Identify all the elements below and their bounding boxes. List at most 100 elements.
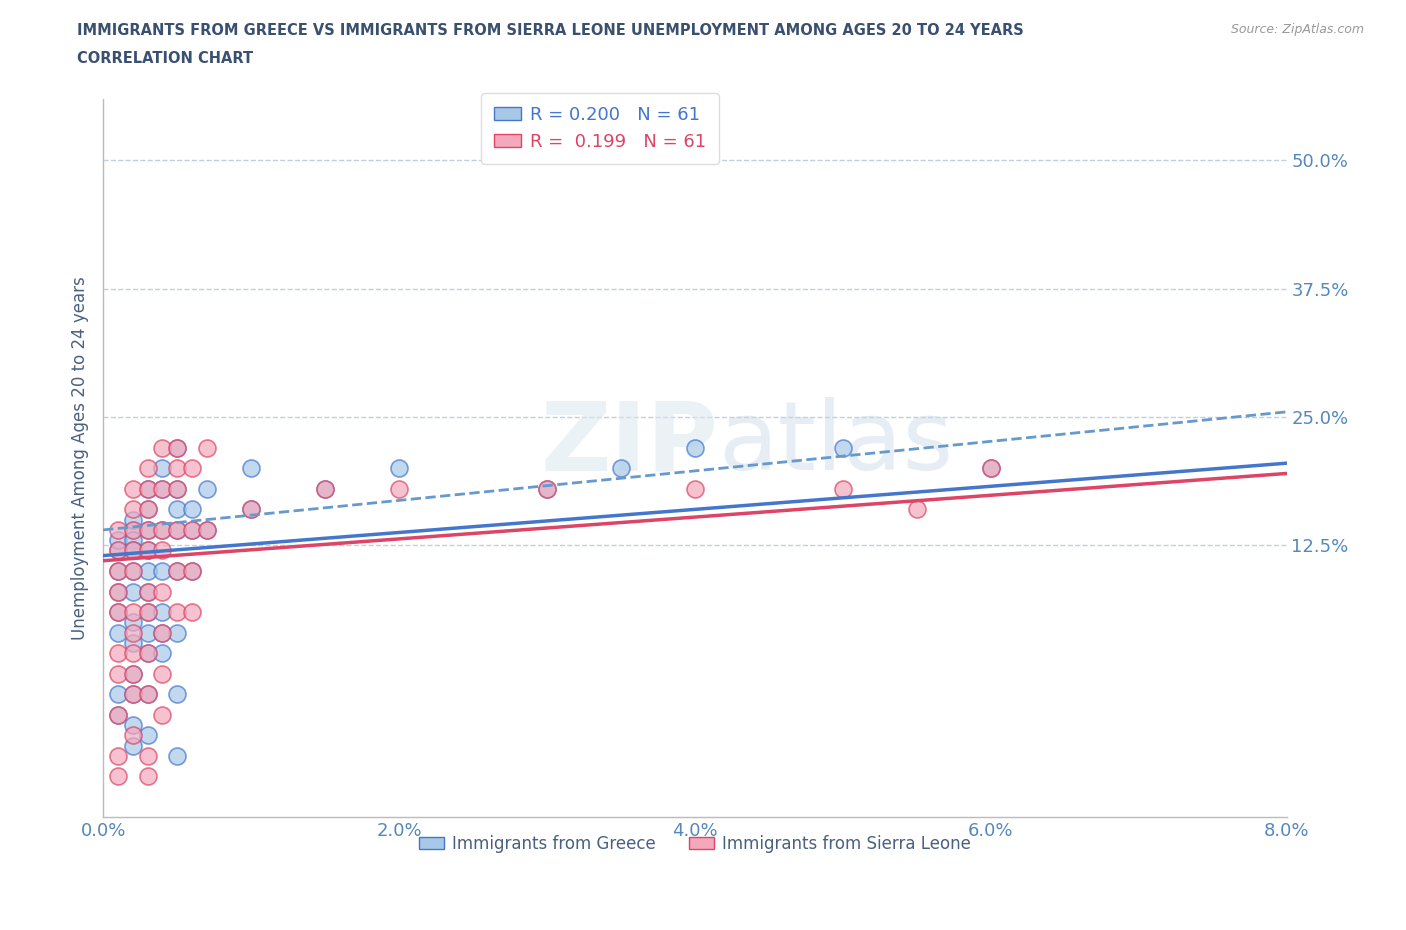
Point [683, 482, 706, 497]
Point [136, 645, 159, 660]
Point [121, 512, 143, 527]
Point [136, 686, 159, 701]
Point [107, 708, 129, 723]
Point [150, 440, 173, 455]
Point [107, 584, 129, 599]
Point [180, 523, 202, 538]
Point [536, 482, 558, 497]
Point [166, 625, 188, 640]
Point [121, 615, 143, 630]
Point [180, 523, 202, 538]
Point [107, 769, 129, 784]
Point [136, 584, 159, 599]
Point [121, 533, 143, 548]
Point [136, 502, 159, 517]
Point [180, 564, 202, 578]
Point [107, 564, 129, 578]
Point [166, 482, 188, 497]
Point [150, 645, 173, 660]
Point [136, 564, 159, 578]
Point [150, 523, 173, 538]
Point [166, 604, 188, 619]
Point [166, 686, 188, 701]
Point [121, 666, 143, 681]
Text: Source: ZipAtlas.com: Source: ZipAtlas.com [1230, 23, 1364, 36]
Point [180, 461, 202, 476]
Point [195, 523, 218, 538]
Point [314, 482, 336, 497]
Point [536, 482, 558, 497]
Point [150, 625, 173, 640]
Point [121, 645, 143, 660]
Point [136, 543, 159, 558]
Point [150, 461, 173, 476]
Text: atlas: atlas [718, 397, 953, 490]
Y-axis label: Unemployment Among Ages 20 to 24 years: Unemployment Among Ages 20 to 24 years [72, 276, 89, 640]
Point [136, 749, 159, 764]
Point [195, 523, 218, 538]
Point [150, 584, 173, 599]
Point [136, 523, 159, 538]
Point [166, 461, 188, 476]
Point [610, 461, 633, 476]
Point [121, 482, 143, 497]
Point [136, 482, 159, 497]
Point [121, 543, 143, 558]
Point [121, 635, 143, 650]
Point [136, 461, 159, 476]
Point [166, 440, 188, 455]
Point [136, 625, 159, 640]
Point [240, 461, 263, 476]
Point [180, 564, 202, 578]
Point [121, 523, 143, 538]
Point [166, 440, 188, 455]
Point [121, 718, 143, 733]
Point [150, 564, 173, 578]
Point [107, 604, 129, 619]
Point [136, 604, 159, 619]
Point [240, 502, 263, 517]
Point [388, 461, 411, 476]
Point [166, 502, 188, 517]
Point [150, 543, 173, 558]
Point [136, 769, 159, 784]
Text: IMMIGRANTS FROM GREECE VS IMMIGRANTS FROM SIERRA LEONE UNEMPLOYMENT AMONG AGES 2: IMMIGRANTS FROM GREECE VS IMMIGRANTS FRO… [77, 23, 1024, 38]
Point [166, 564, 188, 578]
Point [136, 502, 159, 517]
Point [136, 523, 159, 538]
Point [136, 482, 159, 497]
Point [905, 502, 928, 517]
Text: CORRELATION CHART: CORRELATION CHART [77, 51, 253, 66]
Point [314, 482, 336, 497]
Point [107, 533, 129, 548]
Point [107, 543, 129, 558]
Point [180, 604, 202, 619]
Point [166, 523, 188, 538]
Point [121, 625, 143, 640]
Point [121, 686, 143, 701]
Point [150, 482, 173, 497]
Point [107, 625, 129, 640]
Point [150, 523, 173, 538]
Point [166, 482, 188, 497]
Point [121, 738, 143, 753]
Point [107, 523, 129, 538]
Point [136, 543, 159, 558]
Text: ZIP: ZIP [541, 397, 718, 490]
Point [136, 604, 159, 619]
Point [150, 604, 173, 619]
Point [136, 645, 159, 660]
Point [980, 461, 1002, 476]
Point [121, 728, 143, 743]
Point [136, 728, 159, 743]
Point [121, 604, 143, 619]
Point [683, 440, 706, 455]
Point [136, 686, 159, 701]
Point [166, 523, 188, 538]
Point [150, 666, 173, 681]
Point [388, 482, 411, 497]
Point [121, 564, 143, 578]
Point [107, 584, 129, 599]
Point [240, 502, 263, 517]
Point [121, 666, 143, 681]
